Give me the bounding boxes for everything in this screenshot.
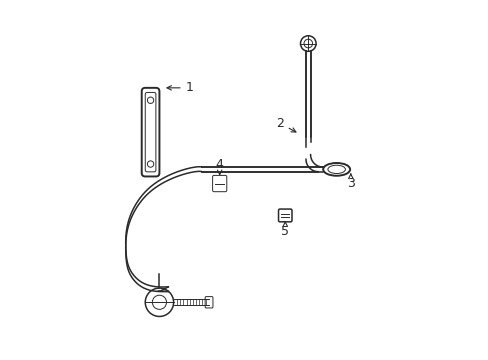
Text: 1: 1 bbox=[167, 81, 193, 94]
Text: 3: 3 bbox=[346, 174, 354, 190]
Text: 5: 5 bbox=[281, 222, 289, 238]
Text: 4: 4 bbox=[215, 158, 223, 175]
Text: 2: 2 bbox=[275, 117, 295, 132]
